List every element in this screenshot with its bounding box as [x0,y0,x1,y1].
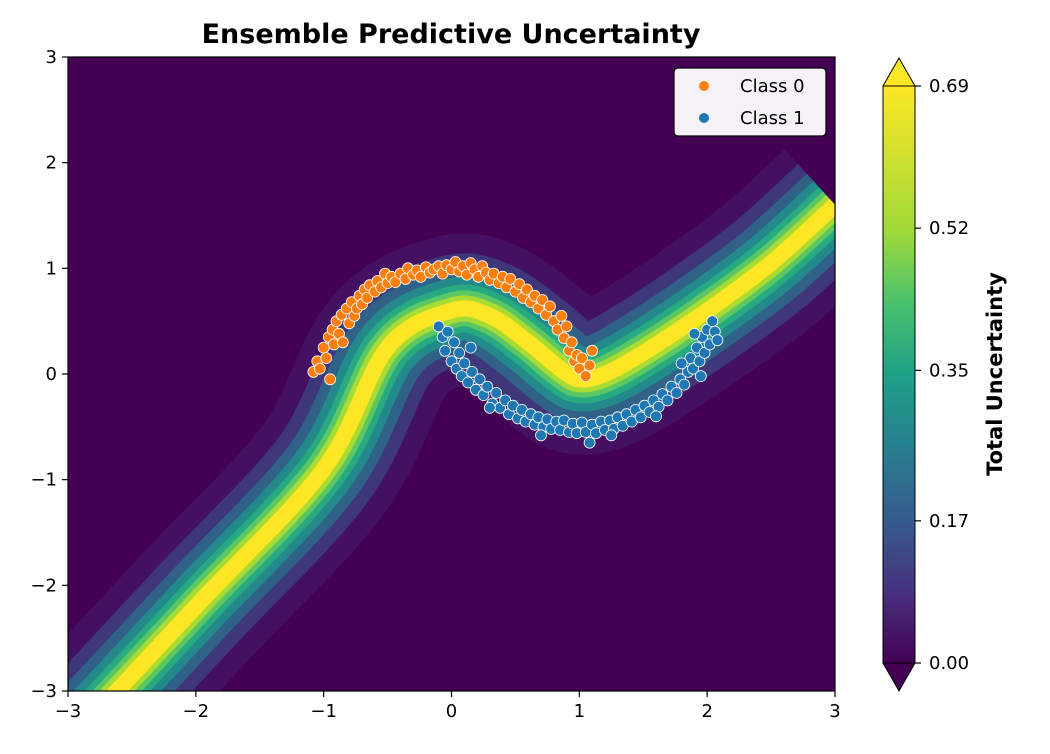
chart-title: Ensemble Predictive Uncertainty [202,19,701,50]
colorbar-tick-label: 0.52 [929,218,969,239]
class-1-point [605,429,618,442]
class-0-point [313,362,326,375]
class-0-point [560,320,573,333]
y-tick-label: 3 [46,47,57,68]
class-1-point [439,344,452,357]
colorbar: 0.00 0.17 0.35 0.52 0.69 Total Uncertainty [882,56,1007,693]
class-1-point [661,394,674,407]
x-axis: −3 −2 −1 0 1 2 3 [55,691,841,722]
colorbar-outline [882,86,916,663]
class-1-point [698,346,711,359]
class-1-point [535,429,547,442]
class-1-point [711,334,724,347]
legend-marker-class-0 [699,81,709,91]
class-1-point [432,320,445,333]
x-tick-label: −3 [55,701,82,722]
class-0-point [504,272,517,285]
class-0-point [555,309,568,322]
class-1-point [634,411,647,424]
class-1-point [687,362,699,375]
class-1-point [464,341,477,354]
class-1-point [473,373,486,386]
class-0-point [361,291,374,304]
class-1-point [462,376,475,389]
y-tick-label: −3 [30,681,57,702]
class-1-point [466,365,478,378]
colorbar-gradient [883,86,915,663]
class-0-point [544,300,556,313]
colorbar-extend-max [882,56,916,87]
class-1-point [490,387,503,399]
y-tick-label: 2 [46,153,57,174]
class-1-point [650,410,662,423]
x-tick-label: 0 [446,701,457,722]
x-tick-label: 2 [701,701,712,722]
colorbar-extend-min [882,662,916,693]
legend-label-class-0: Class 0 [740,76,805,97]
class-1-point [583,436,596,449]
class-0-point [336,336,349,349]
class-1-point [453,346,466,359]
colorbar-tick-label: 0.17 [929,511,969,532]
class-0-point [320,352,333,365]
class-1-point [481,380,494,393]
x-tick-label: 3 [829,701,840,722]
uncertainty-band-7 [106,198,835,691]
x-tick-label: −2 [183,701,210,722]
class-0-point [583,359,596,372]
class-1-point [706,315,719,328]
class-1-point [670,387,683,399]
class-1-point [441,325,454,338]
class-1-point [678,378,691,391]
y-tick-label: −1 [30,470,57,491]
y-axis: −3 −2 −1 0 1 2 3 [30,47,68,702]
colorbar-tick-label: 0.69 [929,76,969,97]
scatter-points [307,256,724,449]
class-0-point [521,283,533,296]
colorbar-tick-label: 0.35 [929,360,969,381]
class-0-point [586,344,598,357]
uncertainty-heatmap [68,149,835,691]
x-tick-label: −1 [310,701,337,722]
class-1-point [675,357,688,370]
class-0-point [536,294,549,306]
legend-marker-class-1 [699,113,709,123]
class-1-point [458,357,471,370]
legend-label-class-1: Class 1 [740,108,805,129]
class-1-point [694,370,707,383]
legend: Class 0 Class 1 [673,67,827,137]
class-1-point [483,401,496,414]
legend-box [673,67,827,137]
class-0-point [576,352,588,365]
y-tick-label: 0 [46,364,57,385]
x-tick-label: 1 [574,701,585,722]
class-0-point [565,336,578,349]
class-1-point [448,336,461,349]
class-0-point [317,341,330,354]
class-0-point [324,373,337,386]
y-tick-label: −2 [30,575,57,596]
colorbar-tick-label: 0.00 [929,653,969,674]
colorbar-ticks: 0.00 0.17 0.35 0.52 0.69 [915,76,969,674]
class-0-point [579,370,592,383]
colorbar-label: Total Uncertainty [983,272,1007,476]
class-1-point [688,327,701,340]
y-tick-label: 1 [46,258,57,279]
